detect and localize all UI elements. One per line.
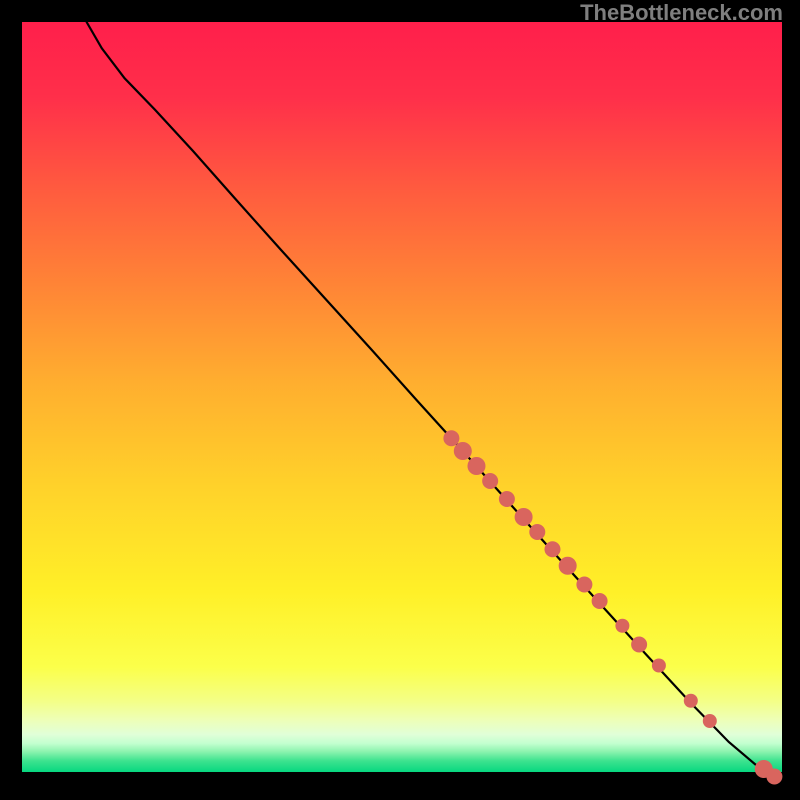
chart-root: TheBottleneck.com xyxy=(0,0,800,800)
data-marker xyxy=(529,524,545,540)
data-marker xyxy=(652,659,666,673)
data-marker xyxy=(703,714,717,728)
data-marker xyxy=(559,557,577,575)
data-marker xyxy=(592,593,608,609)
data-marker xyxy=(684,694,698,708)
data-marker xyxy=(544,541,560,557)
data-marker xyxy=(443,430,459,446)
data-marker xyxy=(467,457,485,475)
plot-background xyxy=(22,22,782,772)
data-marker xyxy=(499,491,515,507)
chart-svg xyxy=(0,0,800,800)
data-marker xyxy=(454,442,472,460)
data-marker xyxy=(631,637,647,653)
data-marker xyxy=(515,508,533,526)
data-marker xyxy=(766,769,782,785)
data-marker xyxy=(615,619,629,633)
data-marker xyxy=(576,577,592,593)
data-marker xyxy=(482,473,498,489)
watermark-text: TheBottleneck.com xyxy=(580,0,783,26)
